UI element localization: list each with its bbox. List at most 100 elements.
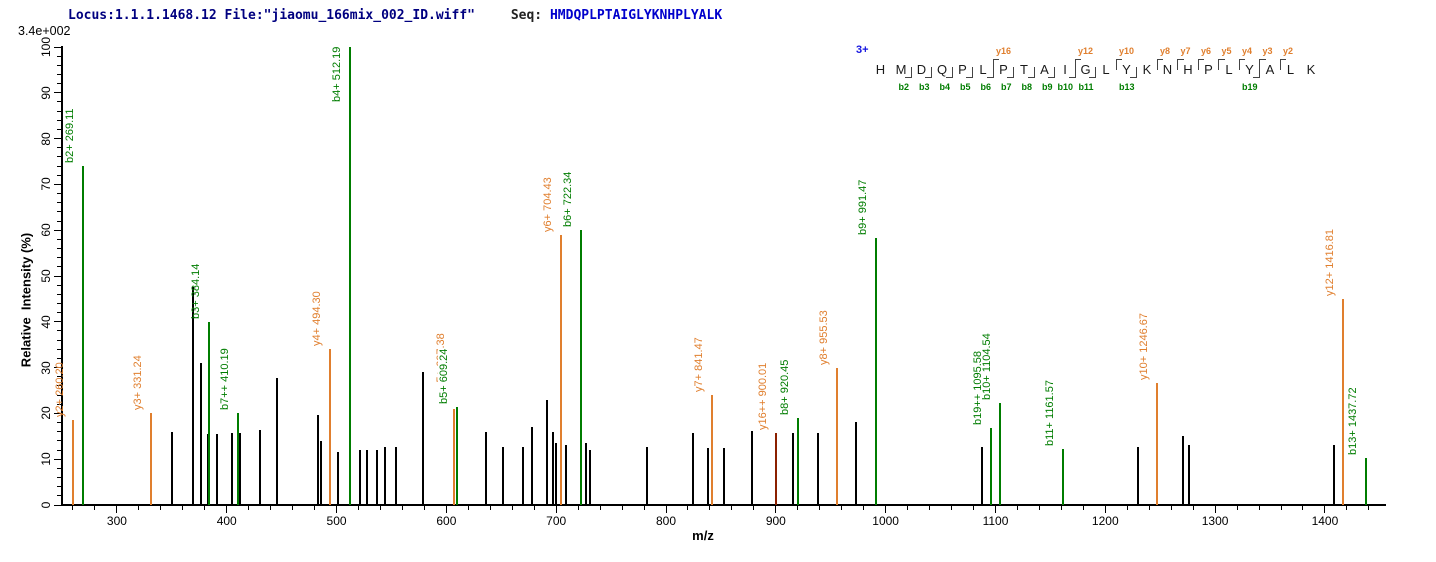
spectrum-peak — [646, 446, 649, 505]
b-ion-mark — [966, 77, 972, 78]
cleavage-mark — [1033, 67, 1035, 78]
spectrum-peak-y16++ — [774, 433, 777, 505]
y-minor-tick — [57, 211, 61, 213]
y-major-tick — [54, 183, 61, 185]
x-tick-label: 900 — [765, 514, 786, 528]
x-tick-label: 1000 — [872, 514, 899, 528]
spectrum-peak — [366, 450, 369, 505]
cleavage-mark — [1177, 59, 1178, 70]
spectrum-peak-b7++ — [236, 413, 239, 505]
y-tick-label: 90 — [39, 86, 53, 100]
spectrum-peak — [316, 415, 319, 505]
spectrum-peak-b5+ — [455, 406, 458, 505]
y-minor-tick — [57, 422, 61, 424]
y-ion-mark — [1239, 59, 1245, 60]
x-minor-tick — [204, 506, 206, 510]
cleavage-mark — [1156, 59, 1158, 70]
y-ion-mark — [993, 59, 999, 60]
residue-17-P: P — [1204, 62, 1213, 77]
residue-21-L: L — [1286, 62, 1295, 77]
cleavage-mark — [1259, 59, 1260, 78]
spectrum-peak — [484, 431, 487, 505]
y-minor-tick — [57, 330, 61, 332]
spectrum-peak-y3+ — [150, 413, 153, 505]
x-minor-tick — [753, 506, 755, 510]
spectrum-peak — [376, 450, 379, 505]
spectrum-peak-y4+ — [329, 349, 332, 505]
x-minor-tick — [841, 506, 843, 510]
spectrum-peak-b3+ — [208, 321, 211, 505]
spectrum-peak — [750, 430, 753, 505]
y-minor-tick — [57, 64, 61, 66]
b-ion-label-b6: b6 — [980, 82, 991, 92]
spectrum-peak — [336, 451, 339, 505]
b-ion-label-b8: b8 — [1021, 82, 1032, 92]
y-minor-tick — [57, 495, 61, 497]
y-minor-tick — [57, 248, 61, 250]
x-major-tick — [116, 506, 118, 513]
x-axis-title: m/z — [692, 528, 714, 543]
sequence-value[interactable]: HMDQPLPTAIGLYKNHPLYALK — [549, 8, 723, 23]
residue-15-N: N — [1162, 62, 1173, 77]
y-minor-tick — [57, 394, 61, 396]
y-major-tick — [54, 229, 61, 231]
x-tick-label: 1300 — [1201, 514, 1229, 528]
x-minor-tick — [797, 506, 799, 510]
peak-label: y6+ 704.43 — [542, 177, 555, 232]
x-major-tick — [885, 506, 887, 513]
y-major-tick — [54, 138, 61, 140]
peak-label: b6+ 722.34 — [561, 171, 574, 228]
x-minor-tick — [1192, 506, 1194, 510]
spectrum-peak-b9+ — [875, 237, 878, 505]
spectrum-peak-b11+ — [1062, 449, 1065, 505]
y-minor-tick — [57, 220, 61, 222]
b-ion-mark — [1007, 77, 1013, 78]
precursor-charge-badge: 3+ — [856, 44, 869, 56]
y-ion-mark — [1177, 59, 1184, 60]
y-minor-tick — [57, 348, 61, 350]
peak-label: y2+ 260.20 — [54, 362, 67, 418]
spectrum-peak — [502, 446, 505, 505]
y-minor-tick — [57, 257, 61, 259]
y-minor-tick — [57, 357, 61, 359]
b-ion-label-b7: b7 — [1000, 82, 1012, 92]
x-minor-tick — [138, 506, 140, 510]
spectrum-peak-b2+ — [81, 166, 84, 505]
peak-label: y8+ 955.53 — [817, 309, 830, 365]
x-minor-tick — [577, 506, 579, 510]
cleavage-mark — [1279, 59, 1281, 70]
x-major-tick — [555, 506, 557, 513]
spectrum-peak — [1182, 436, 1185, 505]
spectrum-peak — [258, 429, 261, 505]
y-minor-tick — [57, 101, 61, 103]
x-minor-tick — [1082, 506, 1084, 510]
spectrum-peak — [238, 433, 241, 505]
y-tick-label: 10 — [39, 452, 53, 466]
x-minor-tick — [1280, 506, 1282, 510]
cleavage-mark — [1115, 59, 1117, 70]
x-minor-tick — [1236, 506, 1238, 510]
b-ion-mark — [1253, 77, 1259, 78]
y-major-tick — [54, 412, 61, 414]
b-ion-label-b4: b4 — [939, 82, 950, 92]
residue-20-A: A — [1265, 62, 1275, 77]
peak-label: b2+ 269.11 — [63, 108, 76, 164]
x-minor-tick — [292, 506, 294, 510]
y-tick-label: 50 — [39, 269, 53, 283]
x-minor-tick — [863, 506, 865, 510]
y-major-tick — [54, 46, 61, 48]
x-minor-tick — [1170, 506, 1172, 510]
x-tick-label: 1100 — [982, 514, 1009, 528]
b-ion-mark — [904, 77, 911, 78]
spectrum-peak — [1187, 445, 1190, 505]
spectrum-peak-y6+ — [560, 234, 563, 505]
b-ion-mark — [1068, 77, 1075, 78]
cleavage-mark — [1013, 67, 1014, 78]
peak-label: b10+ 1104.54 — [981, 333, 994, 400]
y-tick-label: 30 — [39, 360, 53, 375]
y-minor-tick — [57, 440, 61, 442]
spectrum-peak — [1137, 447, 1140, 505]
spectrum-peak — [589, 450, 592, 505]
x-tick-label: 300 — [106, 514, 127, 528]
